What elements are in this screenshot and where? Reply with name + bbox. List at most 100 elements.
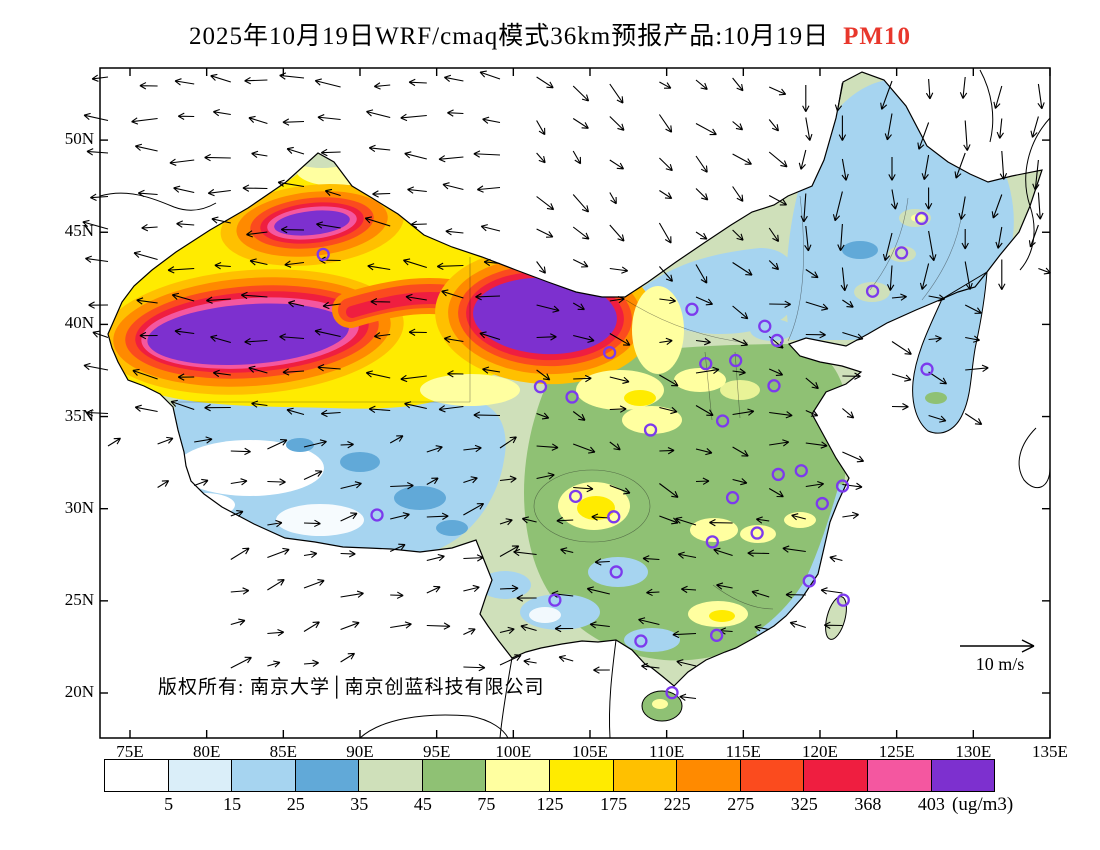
wind-arrow [732, 368, 746, 376]
wind-arrow [921, 154, 930, 181]
wind-arrow [709, 518, 733, 527]
wind-arrow [1037, 83, 1045, 110]
wind-arrow [177, 112, 195, 120]
station-marker [865, 284, 880, 298]
wind-arrow [886, 265, 895, 291]
wind-arrow [888, 157, 896, 181]
wind-arrow [83, 362, 109, 371]
wind-arrow [964, 413, 983, 425]
wind-arrow [768, 86, 787, 96]
wind-arrow [695, 366, 720, 374]
lat-tick-label: 35N [64, 405, 94, 425]
wind-arrow [732, 337, 749, 347]
station-marker [771, 467, 785, 482]
lon-tick-label: 95E [422, 742, 451, 761]
wind-arrow [679, 693, 697, 701]
station-marker [836, 593, 850, 607]
wind-arrow [996, 118, 1004, 139]
wind-arrow [438, 155, 464, 163]
wind-arrow [924, 187, 933, 210]
wind-arrow [609, 159, 625, 170]
wind-arrow [732, 478, 748, 486]
wind-arrow [88, 301, 109, 309]
wind-arrow [404, 151, 427, 160]
wind-arrow [659, 337, 673, 346]
lat-tick-label: 25N [64, 589, 94, 609]
hainan-yellow-spot [652, 699, 668, 709]
wind-arrow [695, 264, 708, 284]
wind-arrow [314, 328, 341, 338]
wind-arrow [277, 179, 305, 188]
wind-arrow [499, 475, 517, 483]
wind-arrow [572, 194, 590, 213]
wind-arrow [324, 188, 341, 197]
wind-arrow [805, 480, 825, 489]
wind-arrow [841, 158, 849, 181]
wind-arrow [473, 150, 501, 158]
wind-arrow [768, 260, 780, 271]
wind-arrow [964, 261, 973, 290]
lon-tick-label: 135E [1032, 742, 1068, 761]
lat-tick-label: 50N [64, 129, 94, 149]
colorbar-unit-label: (ug/m3) [952, 794, 1014, 815]
wind-arrow [695, 123, 717, 136]
wind-arrow [642, 555, 660, 563]
wind-arrow [404, 401, 427, 410]
station-marker [709, 628, 724, 642]
wind-arrow [768, 195, 788, 206]
wind-arrow [572, 150, 582, 165]
wind-arrow [751, 589, 770, 598]
wind-arrow [479, 331, 501, 341]
wind-arrow [732, 77, 744, 92]
wind-arrow [675, 516, 697, 526]
wind-arrow [536, 152, 546, 164]
wind-arrow [82, 219, 109, 230]
page-title: 2025年10月19日WRF/cmaq模式36km预报产品:10月19日 PM10 [0, 16, 1100, 52]
wind-arrow [249, 258, 268, 266]
wind-arrow [303, 519, 321, 528]
wind-arrow [390, 621, 412, 629]
wind-arrow [995, 226, 1003, 249]
station-marker [770, 333, 784, 348]
lon-tick-label: 90E [346, 742, 374, 761]
wind-arrow [572, 226, 590, 240]
wind-arrow [659, 296, 676, 305]
wind-arrow [842, 299, 854, 308]
wind-arrow [782, 545, 806, 553]
wind-arrow [368, 405, 391, 414]
wind-arrow [267, 478, 286, 486]
wind-arrow [137, 189, 158, 198]
wind-arrow [959, 76, 968, 99]
wind-arrow [672, 630, 697, 639]
colorbar-tick-label: 225 [663, 794, 691, 814]
wind-arrow [447, 109, 464, 117]
wind-arrow [789, 620, 806, 629]
wind-arrow [805, 331, 826, 339]
wind-arrow [558, 654, 574, 663]
station-marker [316, 247, 330, 262]
wind-arrow [499, 626, 515, 634]
wind-arrow [891, 293, 907, 301]
wind-arrow [476, 185, 501, 193]
wind-arrow [136, 297, 158, 305]
colorbar-tick-label: 125 [536, 794, 564, 814]
wind-arrow [965, 335, 980, 343]
wind-arrow [769, 439, 790, 447]
wind-arrow [230, 656, 252, 669]
wind-arrow [658, 222, 672, 244]
wind-arrow [92, 330, 109, 339]
wind-arrow [732, 305, 749, 320]
wind-arrow [230, 547, 250, 560]
wind-arrow [961, 229, 969, 250]
wind-arrow [131, 117, 158, 125]
wind-arrow [482, 116, 501, 124]
wind-arrow [805, 409, 819, 417]
wind-arrow [1032, 159, 1040, 191]
wind-arrow [368, 144, 391, 153]
colorbar-cell [358, 759, 423, 792]
station-marker [920, 362, 934, 376]
wind-arrow [499, 518, 513, 526]
wind-arrow [609, 295, 625, 304]
wind-arrow [171, 292, 195, 302]
wind-arrow [303, 439, 327, 448]
